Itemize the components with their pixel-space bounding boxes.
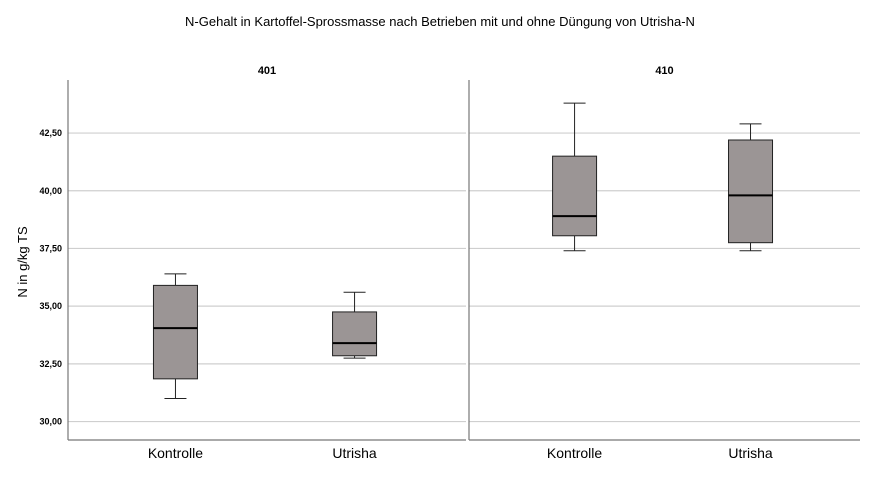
box-iqr xyxy=(332,311,378,357)
y-tick-label: 30,00 xyxy=(39,417,62,427)
y-axis-label: N in g/kg TS xyxy=(15,226,30,298)
y-tick-label: 32,50 xyxy=(39,359,62,369)
boxplot-410-kontrolle xyxy=(552,102,598,252)
y-tick-label: 40,00 xyxy=(39,186,62,196)
panel-title: 410 xyxy=(655,65,673,77)
y-tick-label: 35,00 xyxy=(39,301,62,311)
boxplot-410-utrisha xyxy=(728,123,774,252)
box-iqr xyxy=(152,284,198,380)
x-category-label: Kontrolle xyxy=(547,445,602,461)
chart-title: N-Gehalt in Kartoffel-Sprossmasse nach B… xyxy=(185,14,695,29)
panel-410: 410 Kontrolle Utrisha xyxy=(468,65,860,461)
box-iqr xyxy=(552,155,598,237)
y-tick-label: 37,50 xyxy=(39,243,62,253)
x-category-label: Utrisha xyxy=(728,445,773,461)
x-category-label: Kontrolle xyxy=(148,445,203,461)
boxplot-401-kontrolle xyxy=(152,273,198,399)
boxplot-401-utrisha xyxy=(332,291,378,359)
x-category-label: Utrisha xyxy=(332,445,377,461)
y-tick-label: 42,50 xyxy=(39,128,62,138)
panel-401: 401 Kontrolle Utrisha xyxy=(67,65,466,461)
panel-title: 401 xyxy=(258,65,276,77)
box-iqr xyxy=(728,139,774,244)
plot-area: 30,00 32,50 35,00 37,50 40,00 42,50 401 Kontrol… xyxy=(39,65,860,461)
